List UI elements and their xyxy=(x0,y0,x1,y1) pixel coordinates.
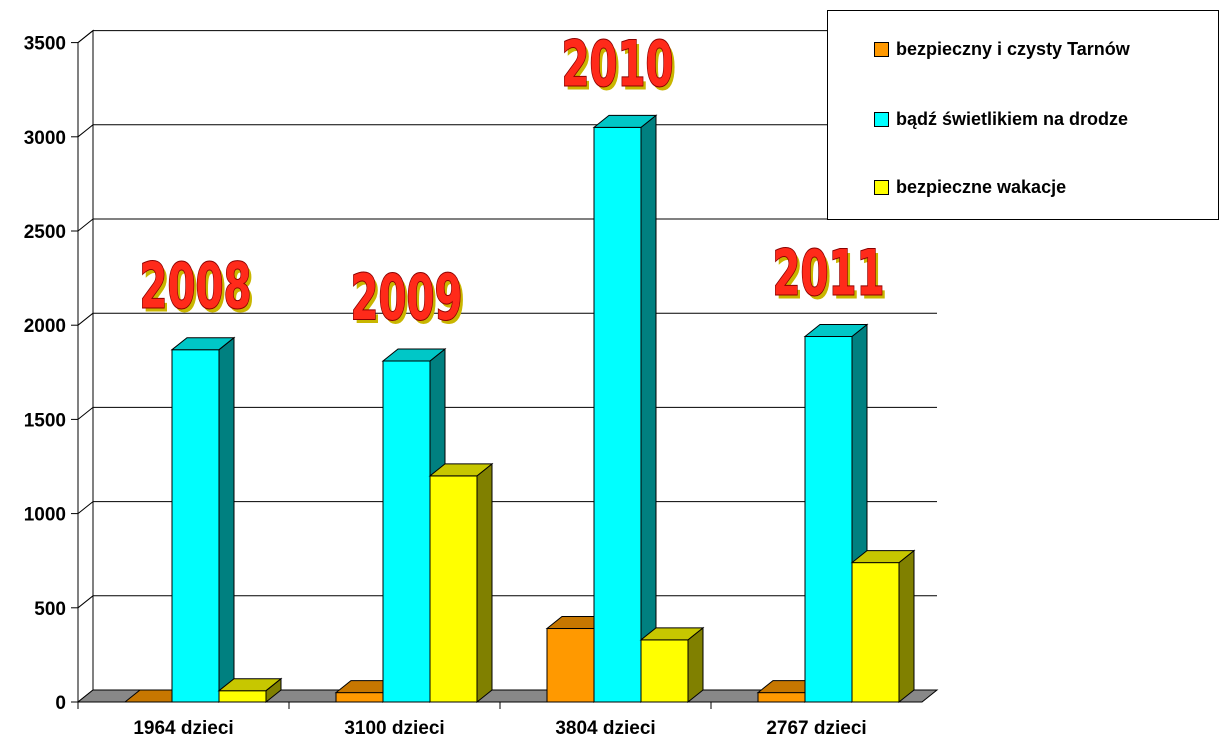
y-tick-label: 500 xyxy=(34,599,66,620)
bar-front xyxy=(429,475,478,703)
y-tick-label: 2500 xyxy=(24,222,66,243)
year-label: 2010 xyxy=(562,27,674,100)
y-tick-label: 1000 xyxy=(24,505,66,526)
gridline-side xyxy=(77,501,94,514)
bar-front xyxy=(757,692,806,703)
legend: bezpieczny i czysty Tarnów bądź świetlik… xyxy=(827,10,1219,220)
y-tick-label: 0 xyxy=(55,693,66,714)
year-label: 2008 xyxy=(140,250,252,323)
bar-top xyxy=(381,348,447,362)
bar-front xyxy=(171,349,220,703)
category-label: 3804 dzieci xyxy=(555,718,655,738)
bar-side xyxy=(687,626,704,704)
bar-front xyxy=(218,690,267,703)
gridline-side xyxy=(77,595,94,609)
year-label-shadow: 2008 xyxy=(143,254,255,327)
bar-top xyxy=(170,337,236,351)
year-label-shadow: 2011 xyxy=(776,241,888,314)
bar-top xyxy=(639,627,705,641)
bar-side xyxy=(476,462,493,704)
bar-front xyxy=(546,628,595,703)
year-label: 2011 xyxy=(773,237,885,310)
category-label: 1964 dzieci xyxy=(133,718,233,738)
legend-swatch-series-1 xyxy=(874,42,889,57)
gridline-side xyxy=(77,407,94,420)
bar-side xyxy=(640,114,657,704)
gridline-side xyxy=(77,30,94,43)
legend-item-series-3: bezpieczne wakacje xyxy=(874,177,1066,198)
gridline-side xyxy=(77,124,94,138)
year-label-shadow: 2009 xyxy=(354,265,466,338)
bar-top xyxy=(592,114,658,128)
bar-front xyxy=(382,360,431,703)
bar-front xyxy=(804,336,853,703)
y-tick-label: 3500 xyxy=(24,34,66,55)
legend-swatch-series-2 xyxy=(874,112,889,127)
bar-top xyxy=(803,324,869,338)
year-label-shadow: 2010 xyxy=(565,31,677,104)
bar-side xyxy=(218,336,235,704)
gridline-side xyxy=(77,312,94,326)
bar-front xyxy=(593,126,642,703)
bar-top xyxy=(850,550,916,564)
year-label: 2009 xyxy=(351,261,463,334)
category-label: 2767 dzieci xyxy=(766,718,866,738)
y-tick-label: 2000 xyxy=(24,316,66,337)
legend-item-series-1: bezpieczny i czysty Tarnów xyxy=(874,39,1130,60)
legend-item-series-2: bądź świetlikiem na drodze xyxy=(874,109,1128,130)
bar-top xyxy=(217,678,283,692)
bar-side xyxy=(898,549,915,704)
y-tick-label: 1500 xyxy=(24,410,66,431)
legend-label-series-1: bezpieczny i czysty Tarnów xyxy=(896,39,1130,59)
bars xyxy=(123,114,916,704)
category-label: 3100 dzieci xyxy=(344,718,444,738)
bar-front xyxy=(640,639,689,703)
bar-top xyxy=(428,463,494,477)
grid xyxy=(76,29,939,704)
legend-label-series-2: bądź świetlikiem na drodze xyxy=(896,109,1129,129)
bar-front xyxy=(335,692,384,703)
legend-swatch-series-3 xyxy=(874,180,889,195)
gridline-side xyxy=(77,218,94,232)
bar-front xyxy=(851,562,900,703)
legend-label-series-3: bezpieczne wakacje xyxy=(896,177,1067,197)
y-tick-label: 3000 xyxy=(24,128,66,149)
